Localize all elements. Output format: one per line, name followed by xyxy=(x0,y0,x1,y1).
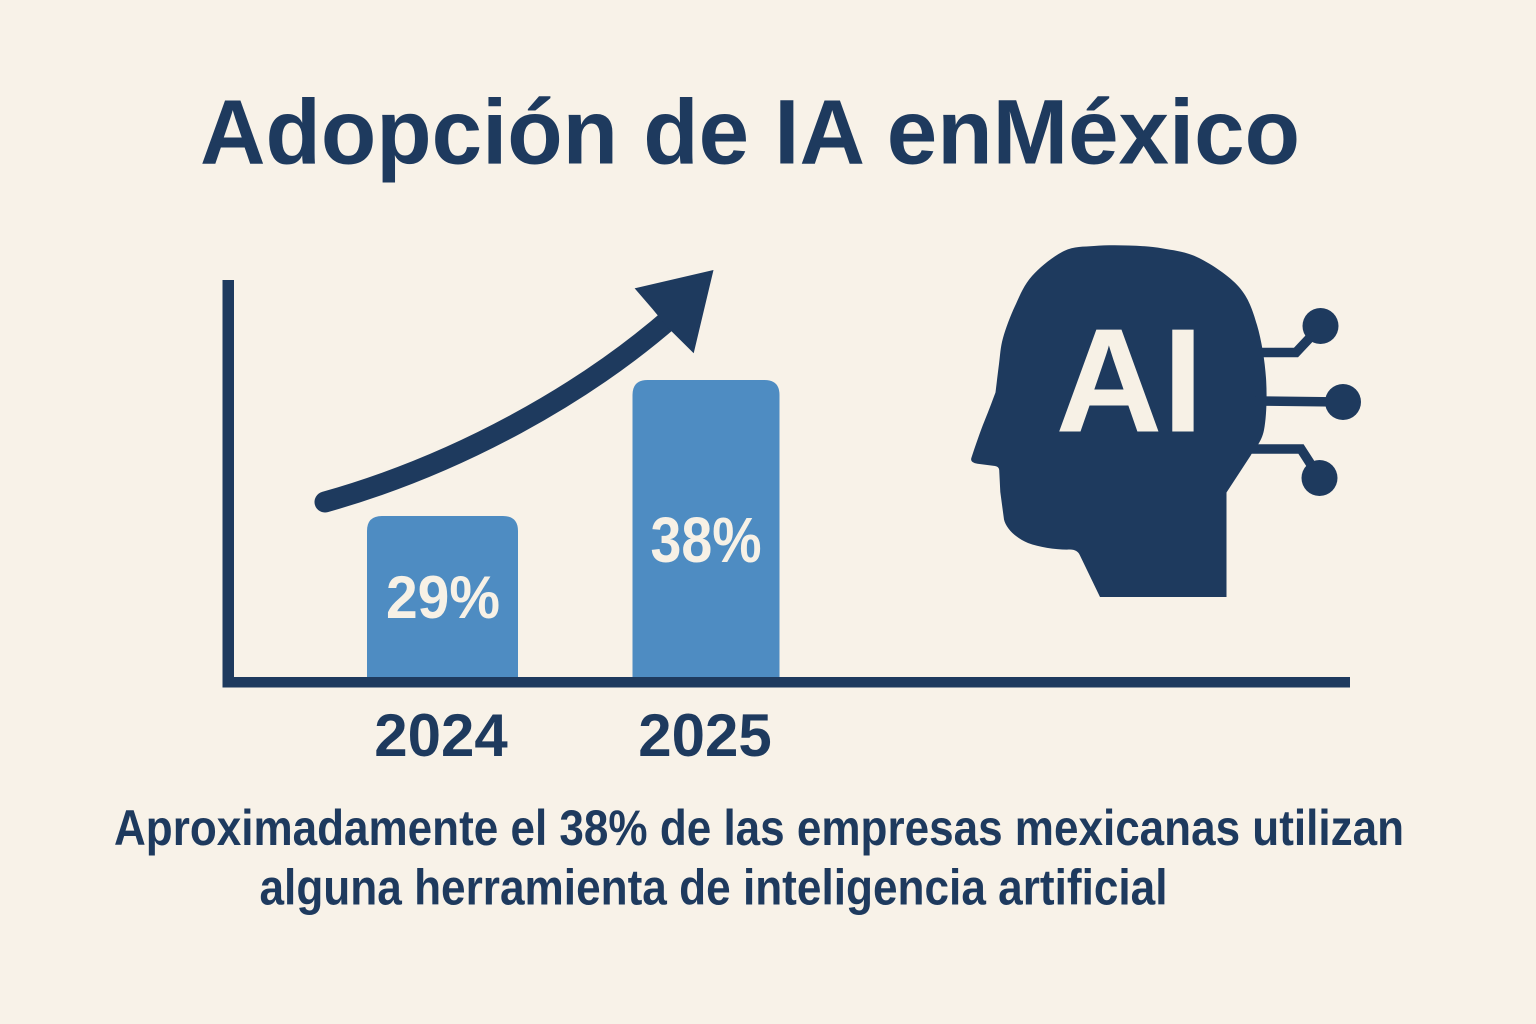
svg-text:Aproximadamente el 38% de las: Aproximadamente el 38% de las empresas m… xyxy=(114,800,1404,856)
svg-text:Adopción de IA enMéxico: Adopción de IA enMéxico xyxy=(200,82,1300,184)
svg-text:2025: 2025 xyxy=(638,702,771,769)
svg-text:38%: 38% xyxy=(651,504,762,576)
svg-text:29%: 29% xyxy=(386,564,500,631)
svg-text:2024: 2024 xyxy=(374,702,508,769)
svg-text:AI: AI xyxy=(1056,299,1204,464)
svg-text:alguna herramienta de intelige: alguna herramienta de inteligencia artif… xyxy=(260,860,1168,916)
